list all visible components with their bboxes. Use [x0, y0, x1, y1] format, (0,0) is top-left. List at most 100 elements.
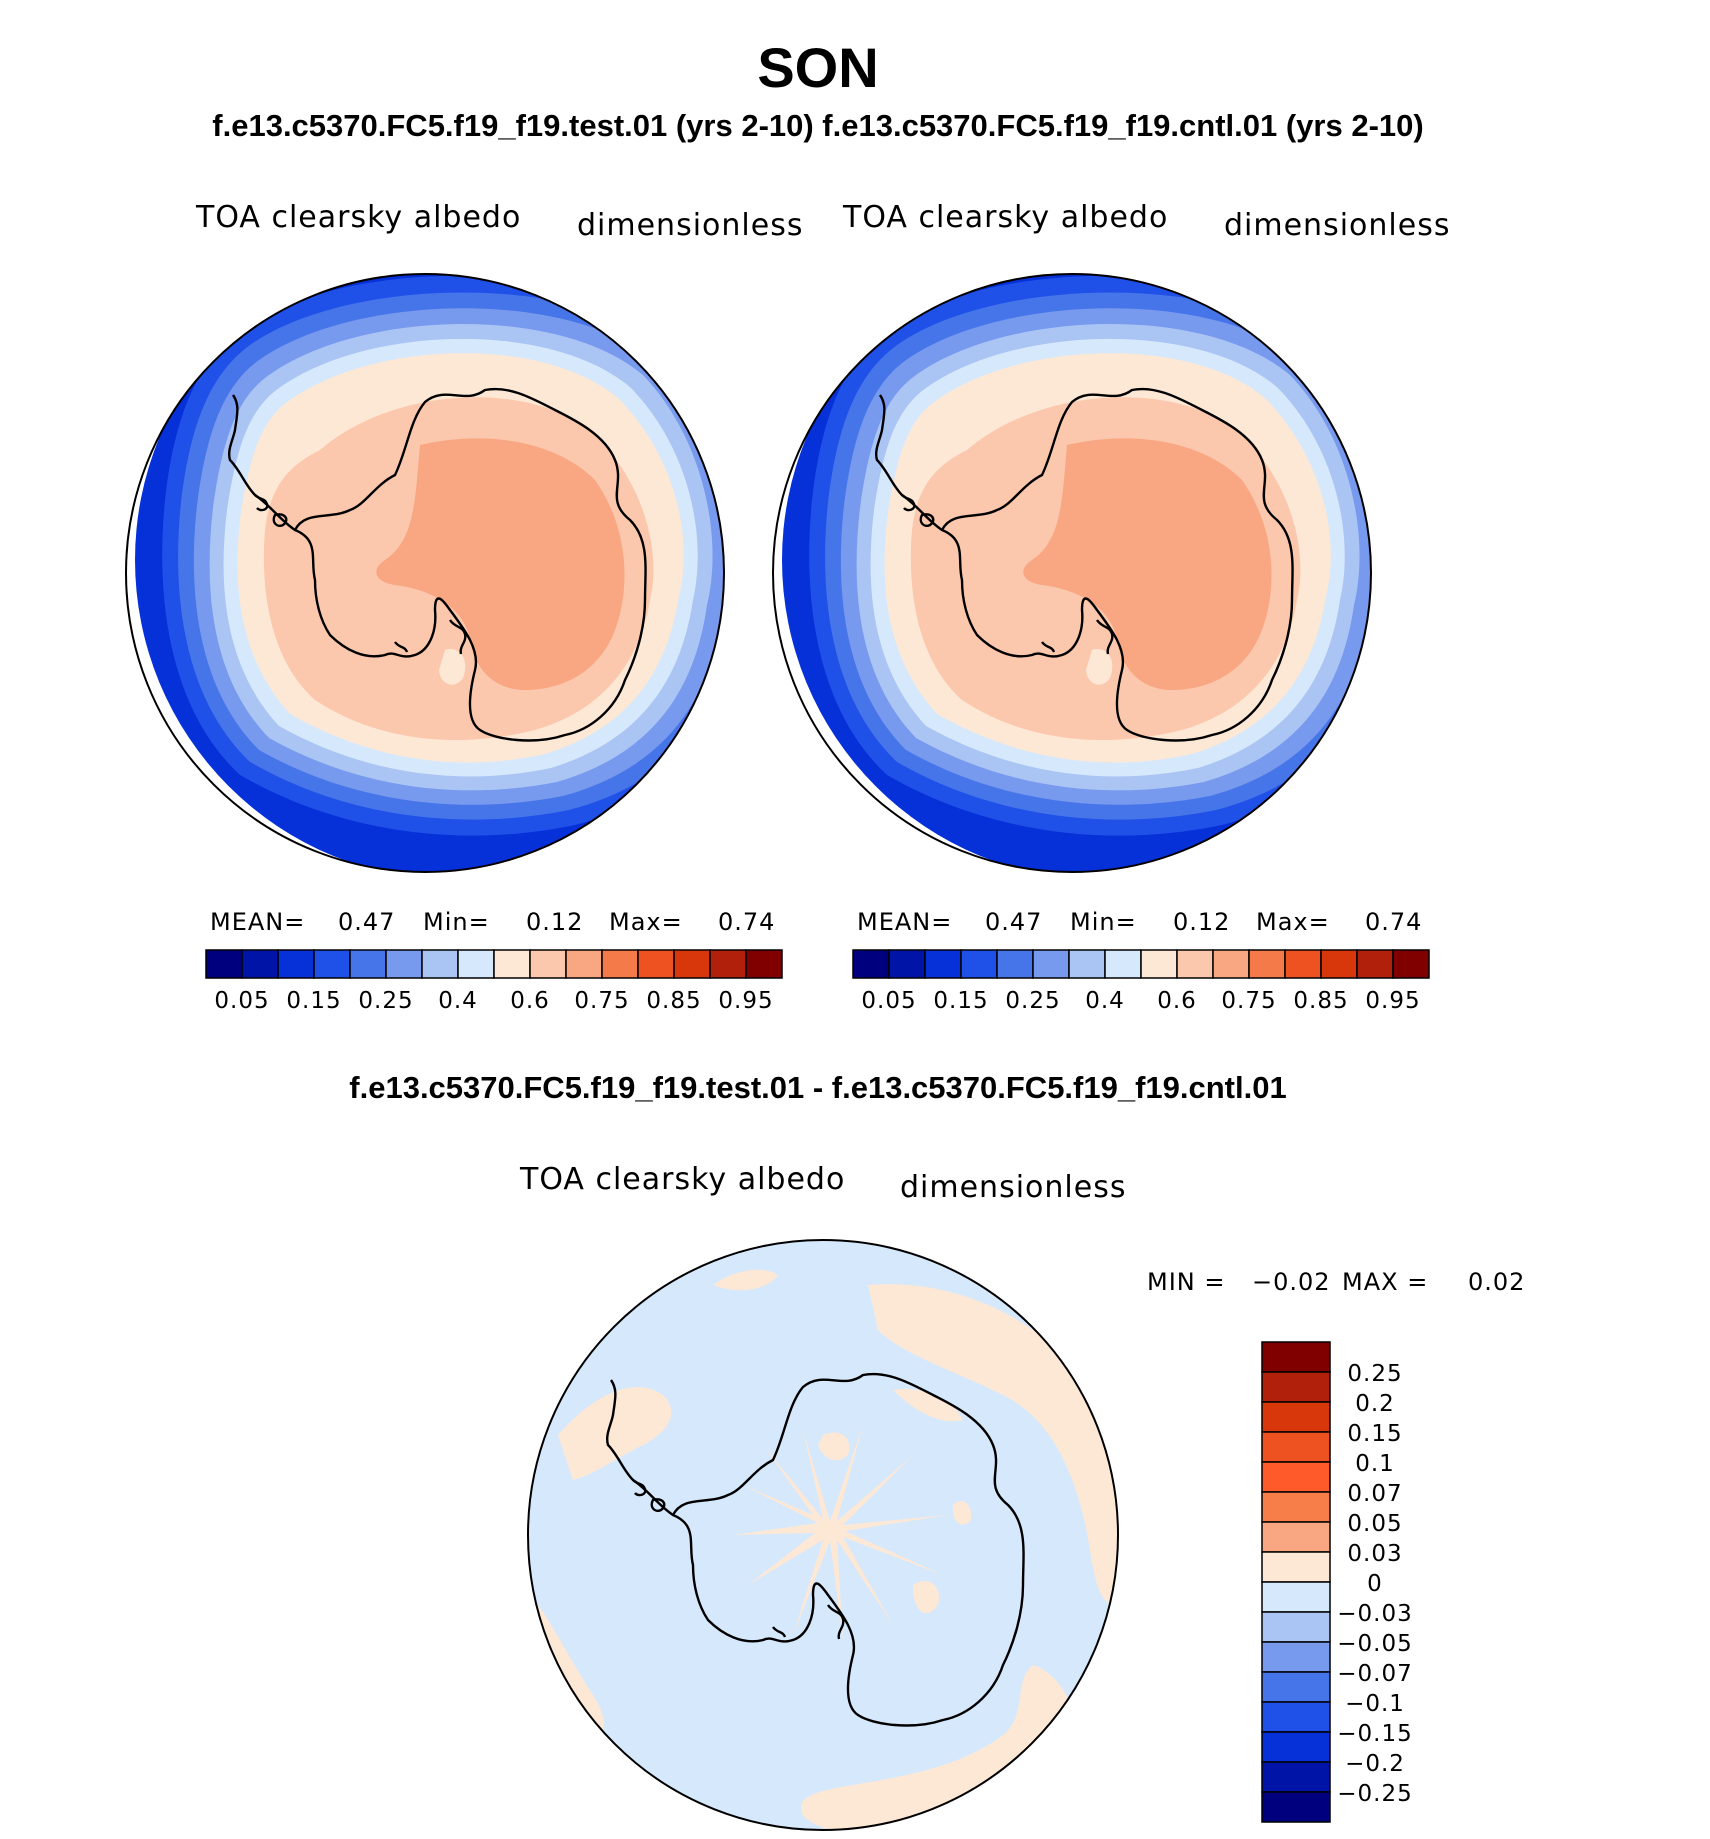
panel2-min-label: Min=	[1070, 908, 1137, 936]
panel1-colorbar-tick-label: 0.6	[510, 988, 550, 1014]
diff-colorbar-tick-label: −0.15	[1337, 1721, 1412, 1747]
diff-colorbar-tick-label: 0.07	[1347, 1481, 1402, 1507]
panel1-map-border	[125, 273, 725, 873]
panel2-colorbar-swatch-5	[1032, 949, 1070, 979]
panel1-map	[135, 274, 724, 872]
panel1-units-label: dimensionless	[577, 208, 804, 243]
panel2-colorbar-swatch-15	[1392, 949, 1430, 979]
panel1-colorbar-swatch-15	[745, 949, 783, 979]
panel2-mean-value: 0.47	[985, 908, 1043, 936]
panel2-colorbar-tick-label: 0.05	[861, 988, 916, 1014]
diff-colorbar-swatch-0	[1261, 1341, 1331, 1373]
panel1-colorbar-swatch-0	[205, 949, 243, 979]
diff-colorbar-swatch-15	[1261, 1791, 1331, 1823]
panel1-colorbar: 0.05 0.15 0.25 0.4 0.6 0.75 0.85 0.95	[205, 949, 783, 1014]
diff-colorbar-swatch-10	[1261, 1641, 1331, 1673]
panel2-colorbar-swatch-1	[888, 949, 926, 979]
panel1-colorbar-tick-label: 0.75	[574, 988, 629, 1014]
diff-map	[528, 1240, 1118, 1830]
diff-colorbar-tick-label: 0.1	[1355, 1451, 1395, 1477]
difference-title: f.e13.c5370.FC5.f19_f19.test.01 - f.e13.…	[349, 1070, 1287, 1105]
panel1-mean-label: MEAN=	[210, 908, 306, 936]
panel1-colorbar-tick-label: 0.25	[358, 988, 413, 1014]
panel2-max-value: 0.74	[1365, 908, 1423, 936]
panel1-max-label: Max=	[609, 908, 683, 936]
panel2-map-border	[772, 273, 1372, 873]
panel2-min-value: 0.12	[1173, 908, 1231, 936]
panel1-max-value: 0.74	[718, 908, 776, 936]
diff-map-border	[527, 1239, 1119, 1831]
panel2-colorbar-swatch-13	[1320, 949, 1358, 979]
panel1-colorbar-tick-label: 0.4	[438, 988, 478, 1014]
diff-min-label: MIN =	[1147, 1268, 1226, 1296]
diff-colorbar-swatch-6	[1261, 1521, 1331, 1553]
panel2-colorbar-swatch-6	[1068, 949, 1106, 979]
panel1-colorbar-tick-label: 0.15	[286, 988, 341, 1014]
diff-colorbar-swatch-4	[1261, 1461, 1331, 1493]
diff-colorbar-swatch-12	[1261, 1701, 1331, 1733]
panel1-min-value: 0.12	[526, 908, 584, 936]
diff-colorbar-swatch-8	[1261, 1581, 1331, 1613]
diff-colorbar-tick-label: 0.15	[1347, 1421, 1402, 1447]
diff-colorbar-swatch-14	[1261, 1761, 1331, 1793]
plot-season-title: SON	[757, 36, 879, 99]
panel1-colorbar-tick-label: 0.85	[646, 988, 701, 1014]
panel1-colorbar-swatch-5	[385, 949, 423, 979]
panel1-colorbar-swatch-7	[457, 949, 495, 979]
panel2-colorbar-tick-label: 0.85	[1293, 988, 1348, 1014]
panel2-max-label: Max=	[1256, 908, 1330, 936]
panel1-colorbar-swatch-6	[421, 949, 459, 979]
diff-colorbar-tick-label: 0.05	[1347, 1511, 1402, 1537]
diff-variable-label: TOA clearsky albedo	[520, 1162, 846, 1197]
panel2-colorbar-tick-label: 0.6	[1157, 988, 1197, 1014]
panel2-colorbar-swatch-0	[852, 949, 890, 979]
diff-colorbar-swatch-9	[1261, 1611, 1331, 1643]
diff-colorbar-swatch-5	[1261, 1491, 1331, 1523]
panel2-mean-label: MEAN=	[857, 908, 953, 936]
panel1-colorbar-swatch-10	[565, 949, 603, 979]
diff-colorbar-tick-label: 0.25	[1347, 1361, 1402, 1387]
diff-colorbar-tick-label: 0.03	[1347, 1541, 1402, 1567]
diff-max-label: MAX =	[1342, 1268, 1429, 1296]
panel2-units-label: dimensionless	[1224, 208, 1451, 243]
panel2-colorbar-tick-label: 0.95	[1365, 988, 1420, 1014]
panel1-colorbar-swatch-1	[241, 949, 279, 979]
panel2-colorbar-tick-label: 0.25	[1005, 988, 1060, 1014]
diff-colorbar-swatch-7	[1261, 1551, 1331, 1583]
panel1-colorbar-swatch-11	[601, 949, 639, 979]
panel2-colorbar-swatch-12	[1284, 949, 1322, 979]
diff-max-value: 0.02	[1468, 1268, 1526, 1296]
panel1-colorbar-swatch-8	[493, 949, 531, 979]
panel2-colorbar-swatch-7	[1104, 949, 1142, 979]
panel1-variable-label: TOA clearsky albedo	[196, 200, 522, 235]
diff-colorbar-tick-label: −0.2	[1345, 1751, 1405, 1777]
panel1-colorbar-swatch-13	[673, 949, 711, 979]
panel1-colorbar-swatch-9	[529, 949, 567, 979]
panel2-colorbar-swatch-3	[960, 949, 998, 979]
diff-colorbar-tick-label: −0.07	[1337, 1661, 1412, 1687]
panel2-colorbar-swatch-4	[996, 949, 1034, 979]
panel2-colorbar-swatch-10	[1212, 949, 1250, 979]
diff-colorbar-tick-label: −0.25	[1337, 1781, 1412, 1807]
panel1-colorbar-swatch-3	[313, 949, 351, 979]
panel2-colorbar-swatch-14	[1356, 949, 1394, 979]
diff-colorbar-tick-label: 0.2	[1355, 1391, 1395, 1417]
panel1-colorbar-swatch-14	[709, 949, 747, 979]
panel1-colorbar-tick-label: 0.95	[718, 988, 773, 1014]
diff-colorbar-tick-label: 0	[1367, 1571, 1383, 1597]
panel2-colorbar-swatch-8	[1140, 949, 1178, 979]
diff-colorbar: 0.25 0.2 0.15 0.1 0.07 0.05 0.03 0 −0.03 −0.05 −0.…	[1261, 1341, 1412, 1823]
diff-colorbar-swatch-2	[1261, 1401, 1331, 1433]
diff-colorbar-tick-label: −0.03	[1337, 1601, 1412, 1627]
panel2-colorbar-tick-label: 0.15	[933, 988, 988, 1014]
panel1-mean-value: 0.47	[338, 908, 396, 936]
panel1-colorbar-tick-label: 0.05	[214, 988, 269, 1014]
panel1-min-label: Min=	[423, 908, 490, 936]
diff-colorbar-swatch-11	[1261, 1671, 1331, 1703]
panel2-variable-label: TOA clearsky albedo	[843, 200, 1169, 235]
diff-colorbar-swatch-1	[1261, 1371, 1331, 1403]
panel2-map	[782, 274, 1371, 872]
panel2-colorbar-tick-label: 0.75	[1221, 988, 1276, 1014]
panel2-colorbar-swatch-9	[1176, 949, 1214, 979]
